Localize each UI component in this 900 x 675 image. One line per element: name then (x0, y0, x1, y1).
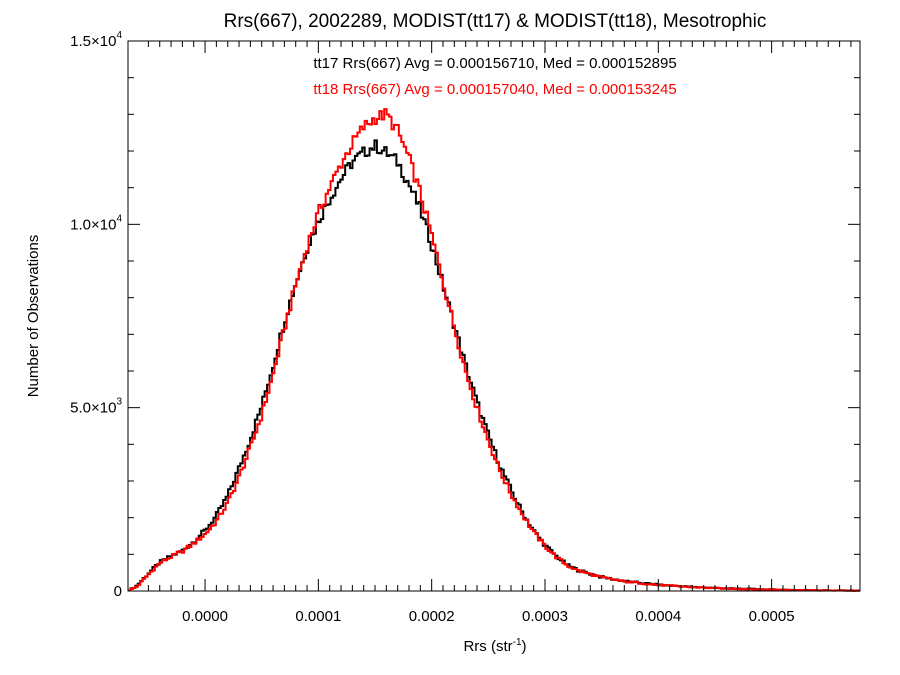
chart-title: Rrs(667), 2002289, MODIST(tt17) & MODIST… (224, 11, 767, 32)
y-axis-label: Number of Observations (25, 235, 42, 398)
x-tick-label: 0.0003 (522, 608, 568, 625)
series-layer (128, 108, 860, 592)
x-tick-label: 0.0002 (409, 608, 455, 625)
x-tick-label: 0.0000 (182, 608, 228, 625)
x-axis-label: Rrs (str-1) (463, 637, 526, 655)
x-tick-label: 0.0005 (749, 608, 795, 625)
y-tick-label: 1.0×104 (70, 213, 122, 233)
y-tick-label: 1.5×104 (70, 30, 122, 50)
series-tt17-line (128, 139, 860, 592)
x-tick-label: 0.0004 (635, 608, 681, 625)
y-tick-label: 0 (114, 583, 122, 600)
ticks-layer: 0.0000 0.0001 0.0002 0.0003 0.0004 0.0005 0 5.0… (70, 30, 860, 625)
x-tick-label: 0.0001 (295, 608, 341, 625)
y-tick-label: 5.0×103 (70, 397, 122, 417)
plot-frame (127, 40, 861, 592)
annotation-tt18: tt18 Rrs(667) Avg = 0.000157040, Med = 0… (313, 81, 676, 98)
annotation-tt17: tt17 Rrs(667) Avg = 0.000156710, Med = 0… (313, 55, 676, 72)
series-tt18-line (128, 108, 860, 592)
